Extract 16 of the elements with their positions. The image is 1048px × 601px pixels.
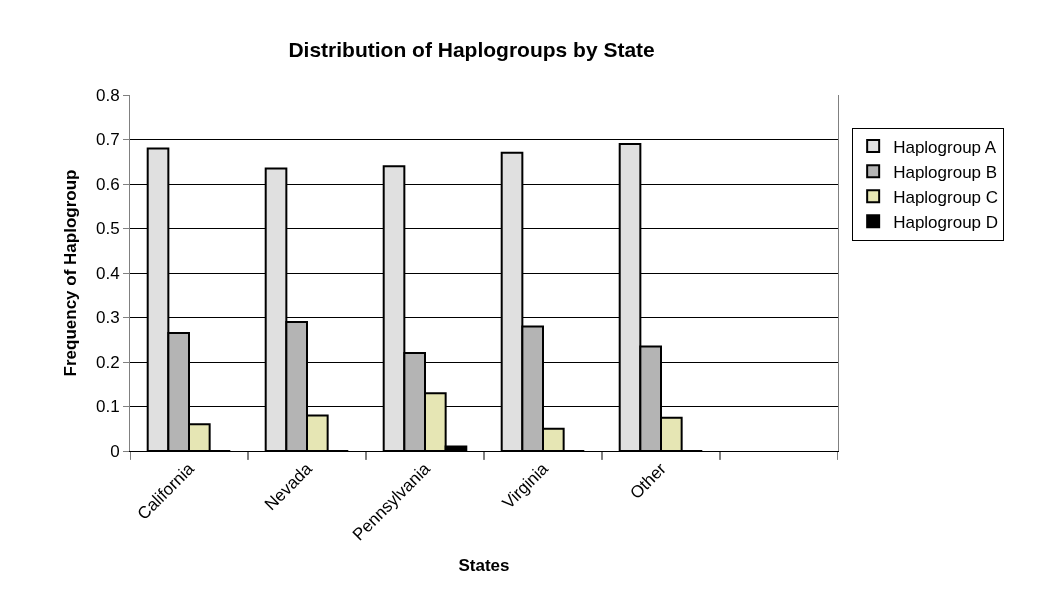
y-tick-label: 0.2 (95, 352, 120, 372)
y-tick-label: 0.6 (95, 174, 120, 194)
y-tick-label: 0 (110, 441, 120, 461)
y-axis-title: Frequency of Haplogroup (60, 169, 80, 377)
y-tick-label: 0.3 (95, 308, 120, 328)
y-tick-label: 0.8 (95, 85, 120, 105)
legend-label: Haplogroup B (893, 162, 998, 182)
y-tick-label: 0.5 (95, 219, 120, 239)
legend-label: Haplogroup C (893, 187, 999, 207)
x-axis-title: States (458, 555, 510, 575)
legend-label: Haplogroup A (893, 137, 997, 157)
legend-label: Haplogroup D (893, 212, 999, 232)
y-tick-label: 0.4 (95, 263, 120, 283)
chart-title: Distribution of Haplogroups by State (288, 37, 655, 61)
y-tick-label: 0.1 (95, 397, 120, 417)
y-tick-label: 0.7 (95, 130, 120, 150)
